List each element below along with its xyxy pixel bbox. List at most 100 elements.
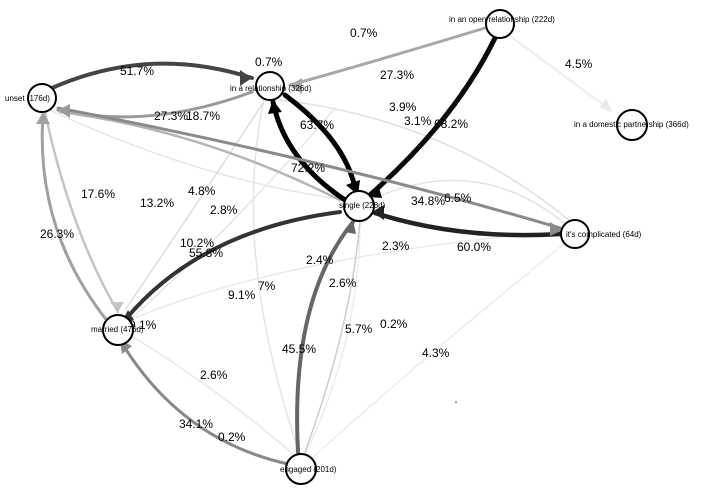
arrowhead	[290, 78, 302, 94]
edge-label: 9.1%	[129, 318, 157, 332]
edge-complicated-to-single	[372, 210, 563, 238]
arrowhead	[268, 100, 282, 114]
node-circle	[485, 9, 515, 39]
edge-engaged-to-married	[118, 338, 290, 466]
node-in-an-open-relationship[interactable]: in an open relationship (222d)	[449, 9, 555, 39]
edge-label: 10.2%	[180, 236, 214, 250]
node-circle	[285, 453, 317, 485]
edge-faint	[369, 179, 571, 229]
edge-label: 68.2%	[434, 117, 468, 131]
edge-label: 6.5%	[444, 191, 472, 205]
edges-layer	[40, 26, 611, 466]
edge-label: 45.5%	[282, 342, 316, 356]
node-label: it's complicated (64d)	[566, 230, 642, 239]
edge-label: 9.1%	[228, 288, 256, 302]
edge-label: 17.6%	[81, 187, 115, 201]
edge-faint	[309, 234, 576, 461]
node-married[interactable]: married (476d)	[91, 314, 144, 346]
edge-label: 55.8%	[189, 246, 223, 260]
edge-unset-to-married	[43, 110, 120, 314]
edge-label: 7%	[258, 279, 276, 293]
arrowhead	[370, 184, 382, 198]
edge-label: 26.3%	[40, 227, 74, 241]
edge-label: 72.2%	[291, 161, 325, 175]
edge-faint	[124, 229, 576, 323]
node-label: unset (176d)	[5, 94, 50, 103]
edge-label: 0.7%	[255, 55, 283, 69]
node-label: in a domestic partnership (366d)	[574, 120, 689, 129]
edge-label: 4.8%	[188, 184, 216, 198]
node-circle	[616, 109, 648, 141]
edge-open-to-single	[367, 35, 498, 198]
edge-unset-to-relationship	[50, 61, 254, 90]
node-unset[interactable]: unset (176d)	[5, 83, 57, 113]
edge-faint	[304, 219, 361, 456]
arrowhead	[600, 98, 612, 112]
nodes-layer: unset (176d) in a relationship (326d) in…	[5, 9, 689, 485]
edge-label: 34.1%	[179, 417, 213, 431]
node-circle	[102, 314, 134, 346]
edge-engaged-to-single-light	[304, 221, 361, 453]
edge-label: 27.3%	[380, 68, 414, 82]
node-single[interactable]: single (228d)	[339, 190, 386, 222]
edge-label: 0.2%	[380, 317, 408, 331]
node-label: married (476d)	[91, 325, 144, 334]
edge-faint	[129, 107, 336, 321]
arrowhead	[58, 104, 70, 118]
node-in-a-relationship[interactable]: in a relationship (326d)	[230, 71, 312, 101]
node-label: single (228d)	[339, 201, 386, 210]
node-circle	[343, 190, 375, 222]
edge-faint	[279, 99, 576, 226]
node-circle	[255, 71, 285, 101]
edge-single-to-relationship	[270, 99, 348, 203]
arrowhead	[110, 302, 124, 312]
edge-single-to-unset	[58, 110, 342, 202]
edge-faint	[129, 334, 301, 461]
arrowhead	[36, 112, 50, 124]
edge-label: 51.7%	[120, 64, 154, 78]
edge-relationship-to-single	[282, 92, 358, 191]
edge-label: 2.4%	[306, 253, 334, 267]
arrowhead	[240, 70, 252, 86]
edge-open-to-relationship	[288, 26, 487, 87]
edge-label: 60.0%	[457, 240, 491, 254]
edge-label: 3.1%	[404, 114, 432, 128]
edge-label: 4.3%	[422, 346, 450, 360]
edge-label: 3.9%	[389, 100, 417, 114]
edge-label: 2.6%	[200, 368, 228, 382]
edge-label: 2.8%	[210, 203, 238, 217]
arrowhead	[344, 220, 356, 234]
node-circle	[560, 219, 590, 249]
edge-label: 27.3%	[154, 109, 188, 123]
edge-label: 4.5%	[565, 57, 593, 71]
edge-label: 18.7%	[186, 109, 220, 123]
edge-label: 34.8%	[411, 194, 445, 208]
edge-label: 2.3%	[382, 239, 410, 253]
edge-unset-to-complicated	[56, 106, 562, 230]
edge-married-to-unset	[40, 113, 110, 324]
edge-single-to-married	[123, 210, 342, 322]
arrowheads-layer	[36, 70, 612, 354]
edge-open-to-domestic	[509, 35, 611, 111]
node-engaged[interactable]: engaged (201d)	[280, 453, 337, 485]
node-circle	[27, 83, 57, 113]
node-label: in an open relationship (222d)	[449, 15, 555, 24]
edge-label: 2.6%	[329, 276, 357, 290]
edge-label: 5.7%	[345, 322, 373, 336]
edge-label: 0.2%	[218, 430, 246, 444]
node-label: in a relationship (326d)	[230, 84, 312, 93]
node-in-a-domestic-partnership[interactable]: in a domestic partnership (366d)	[574, 109, 689, 141]
node-its-complicated[interactable]: it's complicated (64d)	[560, 219, 642, 249]
edge-engaged-to-single	[295, 220, 355, 454]
stray-dot	[455, 401, 457, 403]
edge-label: 63.7%	[300, 118, 334, 132]
node-label: engaged (201d)	[280, 465, 337, 474]
edge-faint	[124, 91, 271, 311]
arrowhead	[550, 222, 563, 236]
edge-faint	[49, 109, 346, 201]
edge-faint	[252, 94, 301, 456]
edge-label: 13.2%	[140, 196, 174, 210]
edge-label: 0.7%	[350, 26, 378, 40]
arrowhead	[372, 205, 384, 220]
